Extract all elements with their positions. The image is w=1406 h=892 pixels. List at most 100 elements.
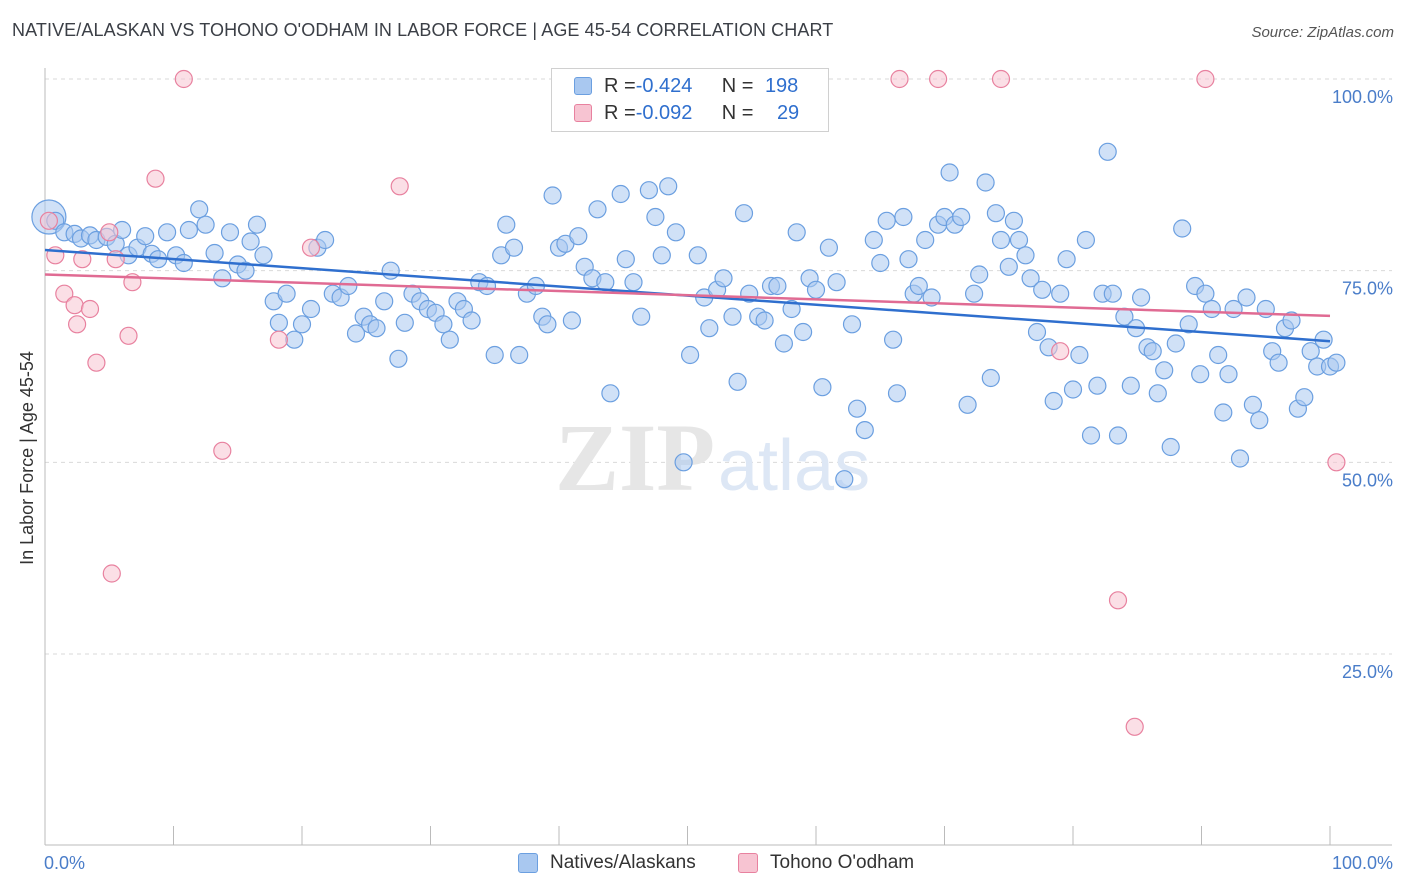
native-point xyxy=(497,215,516,234)
points-layer xyxy=(31,69,1346,736)
native-point xyxy=(434,315,453,334)
native-point xyxy=(976,173,995,192)
tohono-point xyxy=(73,250,92,269)
tohono-point xyxy=(146,169,165,188)
native-point xyxy=(1051,284,1070,303)
tohono-point xyxy=(390,177,409,196)
native-point xyxy=(813,378,832,397)
native-point xyxy=(674,453,693,472)
native-point xyxy=(871,253,890,273)
native-point xyxy=(220,223,240,242)
native-point xyxy=(1155,361,1174,380)
native-point xyxy=(1237,288,1256,307)
native-point xyxy=(381,261,400,280)
bottom-legend-tohono[interactable]: Tohono O'odham xyxy=(738,852,914,874)
native-point xyxy=(1033,280,1052,299)
native-point xyxy=(510,345,529,365)
tohono-point xyxy=(928,69,948,89)
native-point xyxy=(1103,284,1122,303)
native-point xyxy=(543,186,562,205)
native-point xyxy=(1214,403,1233,422)
native-point xyxy=(285,330,304,349)
y-tick-label: 75.0% xyxy=(1342,279,1393,299)
native-point xyxy=(624,273,643,292)
native-point xyxy=(1021,269,1040,288)
native-point xyxy=(1108,426,1128,445)
native-point xyxy=(1098,142,1117,161)
native-point xyxy=(632,307,651,326)
tohono-point xyxy=(67,315,87,334)
native-point xyxy=(1250,411,1269,430)
tohono-trend-line xyxy=(44,273,1331,318)
native-point xyxy=(964,284,984,303)
bottom-legend-natives[interactable]: Natives/Alaskans xyxy=(518,852,696,874)
native-point xyxy=(1166,334,1185,353)
native-point xyxy=(254,246,273,265)
native-point xyxy=(316,230,335,250)
native-point xyxy=(1131,288,1151,307)
native-point xyxy=(389,349,408,368)
legend-r-label: R = xyxy=(604,74,636,97)
legend-r-value: -0.424 xyxy=(635,74,693,97)
native-point xyxy=(440,330,459,349)
tohono-point xyxy=(1125,717,1144,736)
native-point xyxy=(991,230,1011,250)
legend-n-label: N = xyxy=(721,74,759,97)
native-point xyxy=(952,207,971,227)
native-point xyxy=(714,269,733,288)
native-point xyxy=(588,200,607,219)
native-point xyxy=(1173,219,1192,238)
native-point xyxy=(1063,380,1083,399)
native-point xyxy=(652,246,671,265)
y-tick-label: 50.0% xyxy=(1342,470,1393,490)
watermark-atlas: atlas xyxy=(718,426,870,506)
native-point xyxy=(986,204,1006,223)
legend-box: R = -0.424 N = 198 R = -0.092 N = 29 xyxy=(551,68,829,132)
native-point xyxy=(1057,250,1076,269)
native-point xyxy=(1243,395,1263,414)
native-point xyxy=(728,372,747,391)
native-point xyxy=(1202,299,1221,319)
tohono-point xyxy=(174,69,193,89)
native-point xyxy=(1044,391,1063,411)
native-point xyxy=(1148,384,1167,403)
native-point xyxy=(1004,211,1024,230)
native-point xyxy=(569,227,588,246)
native-point xyxy=(1161,437,1180,457)
y-tick-label: 100.0% xyxy=(1332,87,1393,107)
native-point xyxy=(241,232,260,251)
y-tick-label: 25.0% xyxy=(1342,662,1393,682)
native-point xyxy=(755,311,774,330)
native-point xyxy=(734,204,754,223)
native-point xyxy=(793,322,813,342)
legend-r-label: R = xyxy=(604,101,636,124)
native-point xyxy=(196,215,215,234)
native-point xyxy=(611,184,630,204)
native-point xyxy=(899,250,918,269)
native-point xyxy=(659,177,678,196)
native-point xyxy=(269,313,288,332)
native-point xyxy=(916,230,935,250)
x-tick-label: 0.0% xyxy=(44,853,85,873)
native-point xyxy=(894,207,913,227)
tohono-point xyxy=(80,299,100,319)
native-point xyxy=(1088,376,1107,395)
legend-n-value: 29 xyxy=(776,101,800,124)
native-point xyxy=(485,345,504,365)
tohono-point xyxy=(1051,342,1070,361)
native-point xyxy=(1027,322,1047,342)
native-point xyxy=(639,181,659,200)
native-point xyxy=(774,334,794,353)
tohono-point xyxy=(100,223,119,242)
native-point xyxy=(1196,284,1215,303)
native-point xyxy=(864,230,883,250)
native-point xyxy=(179,220,198,240)
axes xyxy=(44,68,1392,846)
native-point xyxy=(970,265,989,284)
legend-n-label: N = xyxy=(721,101,759,124)
native-point xyxy=(375,292,394,311)
tohono-point xyxy=(301,238,321,257)
native-point xyxy=(958,395,977,414)
native-point xyxy=(782,299,801,319)
native-point xyxy=(190,200,209,219)
